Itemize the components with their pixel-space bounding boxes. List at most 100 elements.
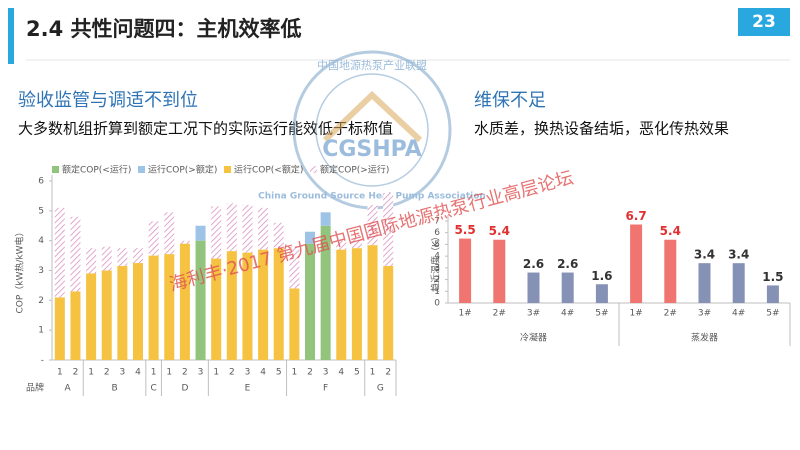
bar-segment — [54, 207, 65, 298]
y-axis-label: 趋近温度（K） — [430, 232, 442, 292]
y-axis-label: COP（kW热/kW电） — [14, 227, 26, 313]
bar — [698, 263, 711, 303]
x-tick-label: 5 — [354, 368, 360, 378]
x-tick-label: 1# — [629, 309, 642, 319]
y-tick-label: 1 — [38, 326, 44, 336]
x-tick-label: 1 — [57, 368, 63, 378]
group-label: 冷凝器 — [520, 332, 547, 344]
bar — [664, 239, 677, 303]
bar-segment — [273, 222, 284, 249]
bar — [527, 272, 540, 303]
x-tick-label: 4# — [561, 309, 574, 319]
y-tick-label: 2 — [434, 275, 440, 285]
y-tick-label: 3 — [38, 266, 44, 276]
group-label: B — [111, 384, 117, 394]
bar-segment — [273, 248, 284, 360]
value-label: 3.4 — [694, 248, 715, 262]
x-tick-label: 4# — [732, 309, 745, 319]
bar-segment — [367, 204, 378, 246]
group-title: 品牌 — [26, 382, 44, 394]
y-tick-label: - — [41, 356, 44, 366]
logo-ring-en: China Ground Source Heat Pump Associatio… — [258, 192, 486, 202]
bar-segment — [164, 212, 175, 255]
x-tick-label: 2 — [307, 368, 313, 378]
y-tick-label: 6 — [38, 177, 44, 187]
x-tick-label: 1 — [88, 368, 94, 378]
bar — [595, 284, 608, 303]
x-tick-label: 1 — [370, 368, 376, 378]
bar-segment — [226, 251, 237, 360]
bar-segment — [320, 212, 331, 226]
bar-segment — [336, 240, 347, 250]
y-tick-label: 0 — [434, 299, 440, 309]
header-accent — [8, 8, 14, 64]
logo-watermark: CGSHPA 中国地源热泵产业联盟 China Ground Source He… — [258, 50, 486, 210]
value-label: 6.7 — [625, 209, 646, 223]
bar-segment — [70, 216, 81, 292]
x-tick-label: 1 — [151, 368, 157, 378]
section-heading: 维保不足 — [474, 90, 546, 111]
legend-swatch — [138, 166, 145, 173]
x-tick-label: 2 — [182, 368, 188, 378]
x-tick-label: 3# — [698, 309, 711, 319]
bar-segment — [195, 225, 206, 241]
bar-segment — [242, 252, 253, 360]
x-tick-label: 1 — [213, 368, 219, 378]
bar-segment — [195, 240, 206, 360]
x-tick-label: 2# — [493, 309, 506, 319]
slide-title: 2.4 共性问题四：主机效率低 — [26, 17, 302, 41]
bar-segment — [367, 245, 378, 360]
bar-segment — [148, 221, 159, 256]
page-badge — [738, 8, 790, 36]
bar-segment — [320, 225, 331, 360]
y-tick-label: 7 — [434, 217, 440, 227]
group-label: C — [150, 384, 156, 394]
bar-segment — [179, 240, 190, 244]
y-tick-label: 3 — [434, 263, 440, 273]
bar-segment — [117, 266, 128, 360]
bar-segment — [351, 239, 362, 249]
value-label: 5.4 — [489, 224, 510, 238]
value-label: 2.6 — [557, 257, 578, 271]
group-label: A — [65, 384, 72, 394]
bar-segment — [258, 249, 269, 360]
legend-swatch — [310, 166, 317, 173]
bar-segment — [289, 288, 300, 360]
bar-segment — [179, 243, 190, 360]
y-tick-label: 4 — [38, 236, 44, 246]
section-text: 水质差，换热设备结垢，恶化传热效果 — [474, 120, 729, 138]
bar — [493, 239, 506, 303]
bar-segment — [101, 246, 112, 271]
bar-segment — [54, 297, 65, 360]
legend-label: 运行COP(<额定) — [234, 164, 303, 176]
legend-label: 运行COP(>额定) — [148, 164, 217, 176]
x-tick-label: 1 — [291, 368, 297, 378]
bar — [766, 285, 779, 303]
group-label: F — [323, 384, 328, 394]
x-tick-label: 2 — [385, 368, 391, 378]
group-label: G — [377, 384, 384, 394]
page-number: 23 — [752, 12, 776, 32]
group-label: 蒸发器 — [691, 332, 718, 344]
x-tick-label: 4 — [260, 368, 266, 378]
bar — [630, 224, 643, 303]
x-tick-label: 3 — [119, 368, 125, 378]
y-tick-label: 5 — [38, 206, 44, 216]
section-text: 大多数机组折算到额定工况下的实际运行能效低于标称值 — [18, 120, 393, 138]
legend-swatch — [224, 166, 231, 173]
y-tick-label: 1 — [434, 287, 440, 297]
bar-segment — [117, 248, 128, 267]
section-heading: 验收监管与调适不到位 — [18, 90, 198, 111]
group-label: D — [181, 384, 188, 394]
x-tick-label: 4 — [135, 368, 141, 378]
bar-segment — [133, 248, 143, 264]
logo-text: CGSHPA — [322, 137, 422, 162]
bar — [732, 263, 745, 303]
bar-segment — [258, 207, 269, 250]
legend-swatch — [52, 166, 59, 173]
bar-segment — [133, 263, 143, 360]
value-label: 3.4 — [728, 248, 749, 262]
bar-segment — [351, 248, 362, 360]
y-tick-label: 5 — [434, 240, 440, 250]
